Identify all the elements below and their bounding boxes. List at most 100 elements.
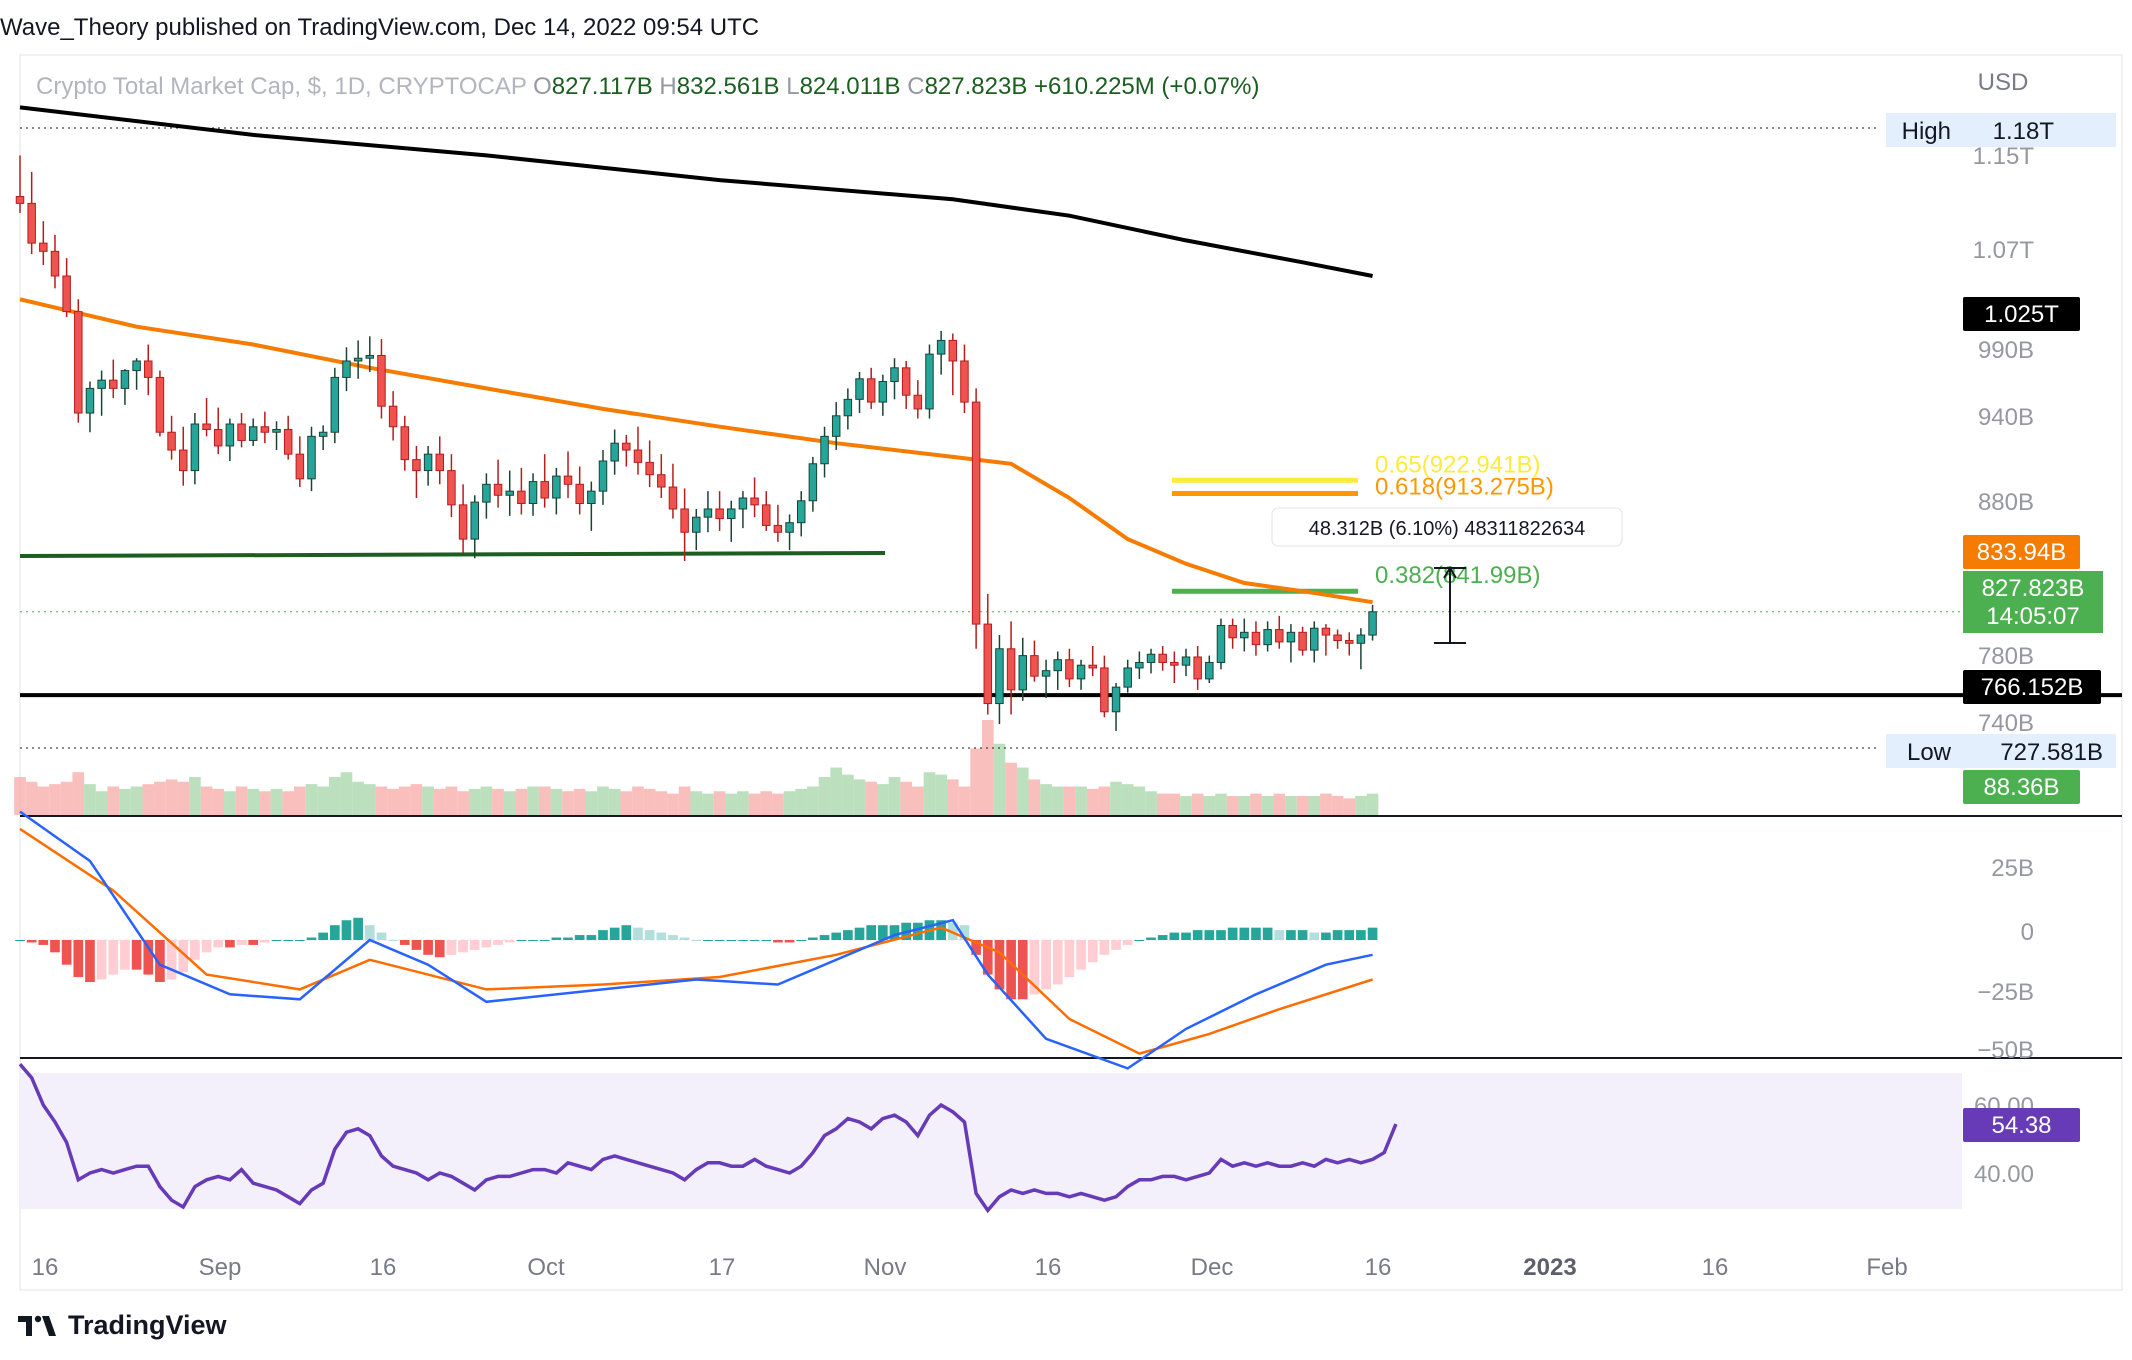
candle[interactable] [1298, 631, 1307, 651]
trendline-support[interactable] [19, 551, 886, 558]
candle[interactable] [1344, 640, 1354, 644]
time-axis-label[interactable]: Nov [864, 1254, 907, 1281]
candle[interactable] [1088, 664, 1097, 669]
candle[interactable] [563, 475, 573, 485]
candle[interactable] [493, 483, 503, 496]
candle[interactable] [307, 435, 316, 480]
candle[interactable] [1251, 631, 1261, 646]
candle[interactable] [1205, 661, 1214, 680]
tradingview-brand[interactable]: TradingView [68, 1310, 227, 1340]
candle[interactable] [680, 508, 689, 533]
candle[interactable] [62, 275, 71, 313]
candle[interactable] [377, 354, 386, 407]
candle[interactable] [1263, 629, 1272, 646]
candle[interactable] [39, 242, 48, 252]
time-axis-label[interactable]: 17 [709, 1254, 736, 1281]
candle[interactable] [960, 360, 969, 403]
candle[interactable] [412, 459, 421, 472]
candle[interactable] [878, 381, 888, 403]
candle[interactable] [587, 490, 596, 504]
candle[interactable] [248, 426, 258, 441]
candle[interactable] [283, 428, 293, 455]
candle[interactable] [190, 423, 200, 472]
candle[interactable] [1368, 611, 1377, 636]
candle[interactable] [1286, 631, 1296, 643]
candle[interactable] [505, 490, 514, 496]
tradingview-logo-icon[interactable] [18, 1314, 58, 1338]
candle[interactable] [225, 423, 235, 447]
candle[interactable] [458, 504, 468, 540]
candle[interactable] [155, 376, 165, 433]
candle[interactable] [913, 394, 923, 410]
candle[interactable] [738, 497, 748, 510]
candle[interactable] [1018, 655, 1028, 691]
candle[interactable] [435, 453, 445, 472]
candle[interactable] [1123, 667, 1132, 688]
candle[interactable] [1193, 656, 1202, 680]
candle[interactable] [1146, 653, 1156, 663]
candle[interactable] [750, 497, 759, 506]
candle[interactable] [1216, 624, 1226, 663]
candle[interactable] [132, 360, 141, 372]
time-axis-label[interactable]: 16 [1035, 1254, 1062, 1281]
candle[interactable] [1240, 631, 1249, 639]
candle[interactable] [400, 426, 410, 461]
candle[interactable] [936, 339, 946, 355]
candle[interactable] [1053, 659, 1062, 672]
candle[interactable] [995, 648, 1004, 705]
candle[interactable] [15, 196, 25, 204]
candle[interactable] [1275, 629, 1284, 643]
candle[interactable] [575, 483, 584, 504]
candle[interactable] [1135, 661, 1144, 669]
candle[interactable] [528, 481, 538, 504]
candle[interactable] [423, 453, 433, 472]
time-axis-label[interactable]: 16 [370, 1254, 397, 1281]
candle[interactable] [1158, 653, 1167, 663]
candle[interactable] [482, 483, 491, 503]
candle[interactable] [447, 470, 456, 506]
candle[interactable] [1170, 661, 1179, 666]
candle[interactable] [1333, 634, 1342, 642]
candle[interactable] [855, 378, 864, 400]
candle[interactable] [295, 453, 305, 480]
candle[interactable] [703, 508, 713, 518]
candle[interactable] [983, 623, 993, 705]
candle[interactable] [773, 524, 783, 533]
time-axis-label[interactable]: Feb [1866, 1254, 1907, 1281]
candle[interactable] [948, 339, 958, 362]
candle[interactable] [820, 435, 829, 465]
candle[interactable] [272, 428, 281, 433]
candle[interactable] [668, 486, 678, 510]
time-axis-label[interactable]: Sep [199, 1254, 242, 1281]
candle[interactable] [901, 367, 911, 396]
candle[interactable] [517, 490, 526, 504]
candle[interactable] [925, 353, 934, 410]
candle[interactable] [1181, 656, 1191, 666]
candle[interactable] [1111, 686, 1121, 713]
candle[interactable] [645, 461, 654, 476]
candle[interactable] [1310, 627, 1319, 651]
candle[interactable] [633, 449, 643, 463]
candle[interactable] [552, 475, 561, 499]
candle[interactable] [85, 387, 95, 414]
candle[interactable] [1321, 627, 1331, 636]
candle[interactable] [1228, 624, 1237, 639]
candle[interactable] [622, 442, 631, 451]
time-axis-label[interactable]: 16 [1702, 1254, 1729, 1281]
candle[interactable] [470, 501, 479, 540]
candle[interactable] [260, 426, 270, 433]
candle[interactable] [785, 522, 794, 533]
candle[interactable] [540, 481, 549, 499]
candle[interactable] [598, 460, 608, 492]
candle[interactable] [808, 463, 818, 502]
candle[interactable] [1100, 667, 1109, 713]
candle[interactable] [1065, 659, 1074, 680]
time-axis-label[interactable]: Oct [527, 1254, 565, 1281]
trading-chart[interactable]: 0.65(922.941B)0.618(913.275B) 0.382(841.9… [0, 0, 2132, 1300]
candle[interactable] [74, 311, 83, 414]
candle[interactable] [692, 516, 701, 533]
candle[interactable] [971, 401, 981, 625]
candle[interactable] [365, 354, 375, 359]
time-axis-label[interactable]: Dec [1191, 1254, 1234, 1281]
candle[interactable] [610, 442, 619, 462]
